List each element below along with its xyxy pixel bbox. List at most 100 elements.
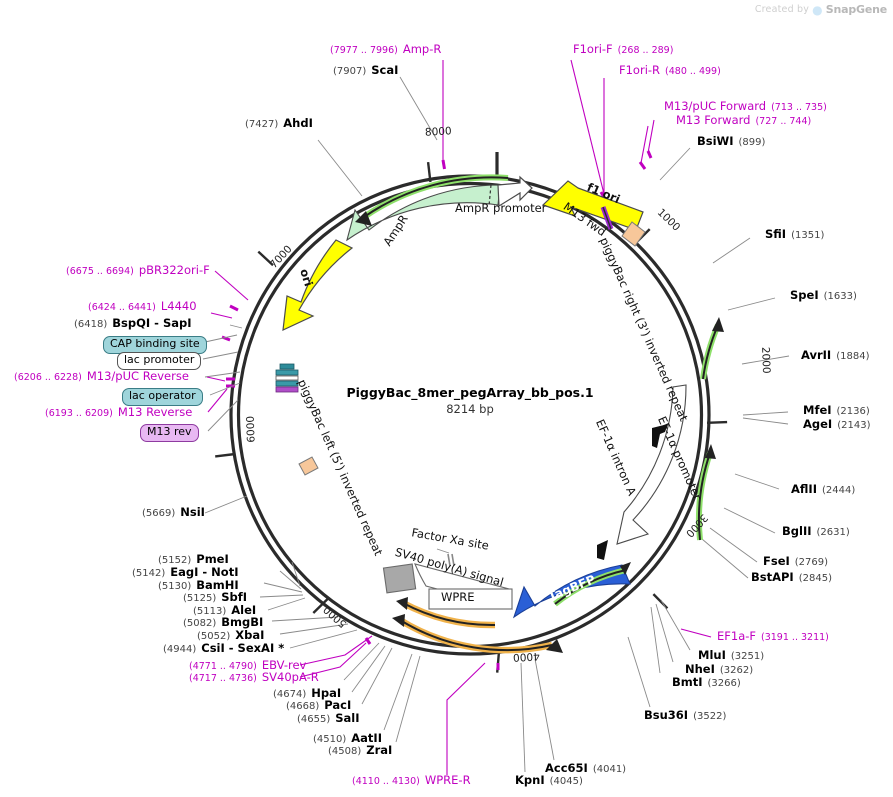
enzyme-label-hpai[interactable]: (4674) HpaI bbox=[273, 687, 341, 700]
enzyme-label-eagi-noti[interactable]: (5142) EagI - NotI bbox=[132, 566, 238, 579]
enzyme-name: XbaI bbox=[235, 628, 265, 642]
feature-box-lac-promoter: lac promoter bbox=[117, 352, 202, 370]
primer-label-ebv-rev[interactable]: (4771 .. 4790) EBV-rev bbox=[189, 658, 307, 672]
enzyme-pos: (5125) bbox=[183, 593, 217, 604]
enzyme-name: BsiWI bbox=[697, 134, 734, 148]
plasmid-size: 8214 bp bbox=[446, 402, 494, 416]
primer-name: M13 Forward bbox=[676, 113, 751, 127]
primer-range: (6424 .. 6441) bbox=[88, 302, 156, 313]
feature-ampr-promoter bbox=[497, 175, 533, 208]
enzyme-label-zrai[interactable]: (4508) ZraI bbox=[328, 744, 392, 757]
feature-box-m13-rev: M13 rev bbox=[140, 424, 199, 442]
primer-name: L4440 bbox=[160, 299, 197, 313]
enzyme-pos: (5669) bbox=[142, 508, 176, 519]
enzyme-name: Bsu36I bbox=[644, 708, 689, 722]
tick-label-8000: 8000 bbox=[424, 125, 453, 139]
tick-label-4000: 4000 bbox=[512, 649, 541, 664]
enzyme-name: KpnI bbox=[515, 773, 545, 787]
feature-piggybac-left-repeat bbox=[298, 456, 319, 476]
enzyme-label-mlui[interactable]: MluI (3251) bbox=[698, 649, 764, 662]
enzyme-label-kpni[interactable]: KpnI (4045) bbox=[515, 773, 583, 787]
enzyme-label-bstapi[interactable]: BstAPI (2845) bbox=[751, 571, 832, 584]
enzyme-name: AhdI bbox=[283, 116, 313, 130]
enzyme-label-avrii[interactable]: AvrII (1884) bbox=[801, 349, 869, 362]
enzyme-label-aatii[interactable]: (4510) AatII bbox=[313, 731, 382, 745]
primer-label-l4440[interactable]: (6424 .. 6441) L4440 bbox=[88, 299, 197, 313]
enzyme-label-bmgbi[interactable]: (5082) BmgBI bbox=[183, 615, 264, 629]
enzyme-pos: (1633) bbox=[823, 291, 857, 302]
primer-range: (6675 .. 6694) bbox=[66, 266, 134, 277]
feature-piggybac-right-repeat bbox=[621, 221, 646, 247]
primer-label-m13-puc-reverse[interactable]: (6206 .. 6228) M13/pUC Reverse bbox=[14, 370, 189, 383]
primer-name: pBR322ori-F bbox=[138, 263, 210, 277]
enzyme-label-xbai[interactable]: (5052) XbaI bbox=[197, 628, 265, 642]
primer-arc-ef1a bbox=[695, 317, 724, 541]
enzyme-label-sfii[interactable]: SfiI (1351) bbox=[765, 227, 824, 241]
feature-wpre bbox=[414, 563, 513, 610]
enzyme-label-spei[interactable]: SpeI (1633) bbox=[790, 289, 857, 302]
enzyme-label-csii-sexai[interactable]: (4944) CsiI - SexAI * bbox=[163, 642, 284, 655]
enzyme-label-paci[interactable]: (4668) PacI bbox=[286, 699, 351, 712]
primer-label-ef1a-f[interactable]: EF1a-F (3191 .. 3211) bbox=[717, 629, 829, 643]
primer-label-wpre-r[interactable]: (4110 .. 4130) WPRE-R bbox=[352, 774, 471, 787]
enzyme-label-bamhi[interactable]: (5130) BamHI bbox=[158, 578, 239, 592]
enzyme-label-alei[interactable]: (5113) AleI bbox=[193, 604, 256, 617]
primer-label-sv40pa-r[interactable]: (4717 .. 4736) SV40pA-R bbox=[189, 670, 319, 684]
enzyme-pos: (4674) bbox=[273, 689, 307, 700]
primer-name: EBV-rev bbox=[261, 658, 307, 672]
enzyme-name: AgeI bbox=[803, 417, 833, 431]
enzyme-label-sali[interactable]: (4655) SalI bbox=[297, 711, 360, 725]
enzyme-pos: (2845) bbox=[798, 573, 832, 584]
enzyme-label-bmti[interactable]: BmtI (3266) bbox=[672, 676, 741, 689]
plasmid-name: PiggyBac_8mer_pegArray_bb_pos.1 bbox=[346, 385, 594, 400]
enzyme-label-bsu36i[interactable]: Bsu36I (3522) bbox=[644, 708, 726, 722]
enzyme-label-sbfi[interactable]: (5125) SbfI bbox=[183, 591, 247, 604]
enzyme-name: BglII bbox=[782, 524, 812, 538]
enzyme-pos: (4655) bbox=[297, 714, 331, 725]
primer-label-m13-reverse[interactable]: (6193 .. 6209) M13 Reverse bbox=[45, 406, 192, 419]
enzyme-name: BmgBI bbox=[221, 615, 264, 629]
enzyme-pos: (2631) bbox=[816, 527, 850, 538]
enzyme-pos: (899) bbox=[738, 137, 766, 148]
enzyme-pos: (4510) bbox=[313, 734, 347, 745]
enzyme-pos: (4944) bbox=[163, 644, 197, 655]
enzyme-label-fsei[interactable]: FseI (2769) bbox=[763, 555, 828, 568]
enzyme-name: BspQI - SapI bbox=[112, 316, 192, 330]
feature-label-wpre: WPRE bbox=[441, 590, 475, 604]
enzyme-label-nsii[interactable]: (5669) NsiI bbox=[142, 506, 205, 519]
enzyme-name: AatII bbox=[351, 731, 382, 745]
primer-name: EF1a-F bbox=[717, 629, 757, 643]
feature-box-cap-binding-site: CAP binding site bbox=[103, 336, 207, 354]
enzyme-name: BamHI bbox=[196, 578, 239, 592]
watermark-prefix: Created by bbox=[754, 4, 810, 15]
primer-arc-tagbfp bbox=[553, 562, 631, 607]
enzyme-name: SfiI bbox=[765, 227, 787, 241]
enzyme-label-pmei[interactable]: (5152) PmeI bbox=[158, 553, 229, 566]
feature-label-ampr-promoter: AmpR promoter bbox=[455, 201, 547, 215]
primer-name: SV40pA-R bbox=[261, 670, 319, 684]
enzyme-label-aflii[interactable]: AflII (2444) bbox=[791, 483, 855, 496]
snapgene-watermark: Created by ● SnapGene bbox=[755, 3, 887, 16]
primer-label-m13-forward[interactable]: M13 Forward (727 .. 744) bbox=[676, 113, 811, 127]
enzyme-label-ahdi[interactable]: (7427) AhdI bbox=[245, 116, 313, 130]
primer-label-pbr322ori-f[interactable]: (6675 .. 6694) pBR322ori-F bbox=[66, 263, 210, 277]
primer-label-amp-r[interactable]: (7977 .. 7996) Amp-R bbox=[330, 43, 441, 56]
primer-label-m13-puc-forward[interactable]: M13/pUC Forward (713 .. 735) bbox=[664, 99, 827, 113]
enzyme-label-bsiwi[interactable]: BsiWI (899) bbox=[697, 134, 766, 148]
enzyme-label-acc65i[interactable]: Acc65I (4041) bbox=[545, 762, 626, 775]
primer-range: (4717 .. 4736) bbox=[189, 673, 257, 684]
enzyme-label-nhei[interactable]: NheI (3262) bbox=[685, 663, 753, 676]
enzyme-label-bspqi-sapi[interactable]: (6418) BspQI - SapI bbox=[74, 316, 192, 330]
enzyme-name: SalI bbox=[335, 711, 360, 725]
primer-range: (7977 .. 7996) bbox=[330, 45, 398, 56]
primer-name: M13/pUC Forward bbox=[664, 99, 767, 113]
feature-ef1a-promoter bbox=[616, 384, 687, 545]
primer-label-f1ori-f[interactable]: F1ori-F (268 .. 289) bbox=[573, 43, 673, 56]
enzyme-label-mfei[interactable]: MfeI (2136) bbox=[803, 404, 870, 417]
enzyme-label-scai[interactable]: (7907) ScaI bbox=[333, 64, 398, 77]
enzyme-label-bglii[interactable]: BglII (2631) bbox=[782, 524, 850, 538]
enzyme-pos: (2143) bbox=[837, 420, 871, 431]
enzyme-label-agei[interactable]: AgeI (2143) bbox=[803, 417, 871, 431]
primer-label-f1ori-r[interactable]: F1ori-R (480 .. 499) bbox=[619, 64, 721, 77]
